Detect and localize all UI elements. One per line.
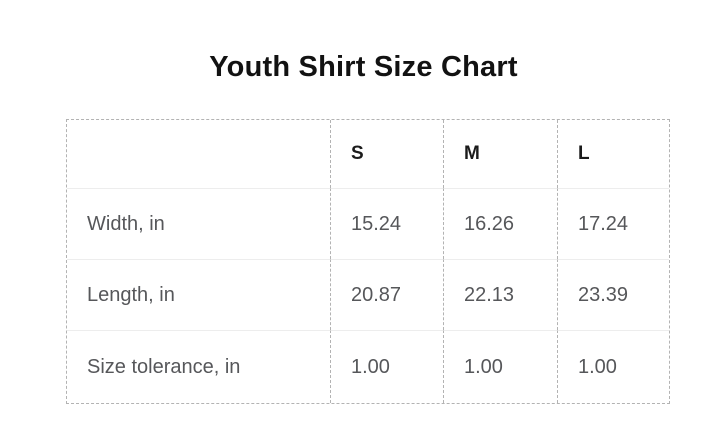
cell-length-m: 22.13 bbox=[443, 259, 557, 330]
cell-width-s: 15.24 bbox=[330, 188, 443, 259]
cell-size-tolerance-l: 1.00 bbox=[557, 330, 669, 403]
table-row-size-tolerance: Size tolerance, in 1.00 1.00 1.00 bbox=[67, 330, 669, 403]
table-row-width: Width, in 15.24 16.26 17.24 bbox=[67, 188, 669, 259]
cell-width-m: 16.26 bbox=[443, 188, 557, 259]
size-chart-table: S M L Width, in 15.24 16.26 17.24 Length… bbox=[66, 119, 670, 404]
header-cell-size-l: L bbox=[557, 120, 669, 188]
cell-length-l: 23.39 bbox=[557, 259, 669, 330]
cell-size-tolerance-m: 1.00 bbox=[443, 330, 557, 403]
header-cell-size-s: S bbox=[330, 120, 443, 188]
table-header-row: S M L bbox=[67, 120, 669, 188]
page-title: Youth Shirt Size Chart bbox=[209, 51, 518, 83]
header-cell-blank bbox=[67, 120, 330, 188]
cell-size-tolerance-s: 1.00 bbox=[330, 330, 443, 403]
cell-width-l: 17.24 bbox=[557, 188, 669, 259]
row-label-width: Width, in bbox=[67, 188, 330, 259]
table-row-length: Length, in 20.87 22.13 23.39 bbox=[67, 259, 669, 330]
row-label-length: Length, in bbox=[67, 259, 330, 330]
row-label-size-tolerance: Size tolerance, in bbox=[67, 330, 330, 403]
cell-length-s: 20.87 bbox=[330, 259, 443, 330]
header-cell-size-m: M bbox=[443, 120, 557, 188]
